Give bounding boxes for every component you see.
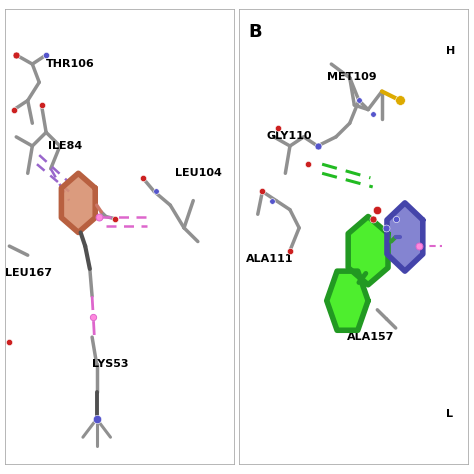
Polygon shape (61, 173, 95, 232)
Text: THR106: THR106 (46, 59, 95, 69)
Polygon shape (348, 217, 388, 285)
Text: H: H (446, 46, 456, 56)
Text: B: B (248, 23, 262, 41)
Text: ILE84: ILE84 (48, 141, 82, 151)
Text: GLY110: GLY110 (267, 131, 312, 141)
Text: ALA157: ALA157 (347, 332, 395, 342)
Text: LEU104: LEU104 (175, 168, 222, 178)
Text: LEU167: LEU167 (5, 268, 52, 278)
Text: ALA111: ALA111 (246, 255, 294, 264)
Text: LYS53: LYS53 (92, 359, 128, 369)
Polygon shape (327, 271, 368, 330)
Text: L: L (446, 409, 453, 419)
Polygon shape (387, 203, 423, 271)
Text: MET109: MET109 (327, 73, 376, 82)
